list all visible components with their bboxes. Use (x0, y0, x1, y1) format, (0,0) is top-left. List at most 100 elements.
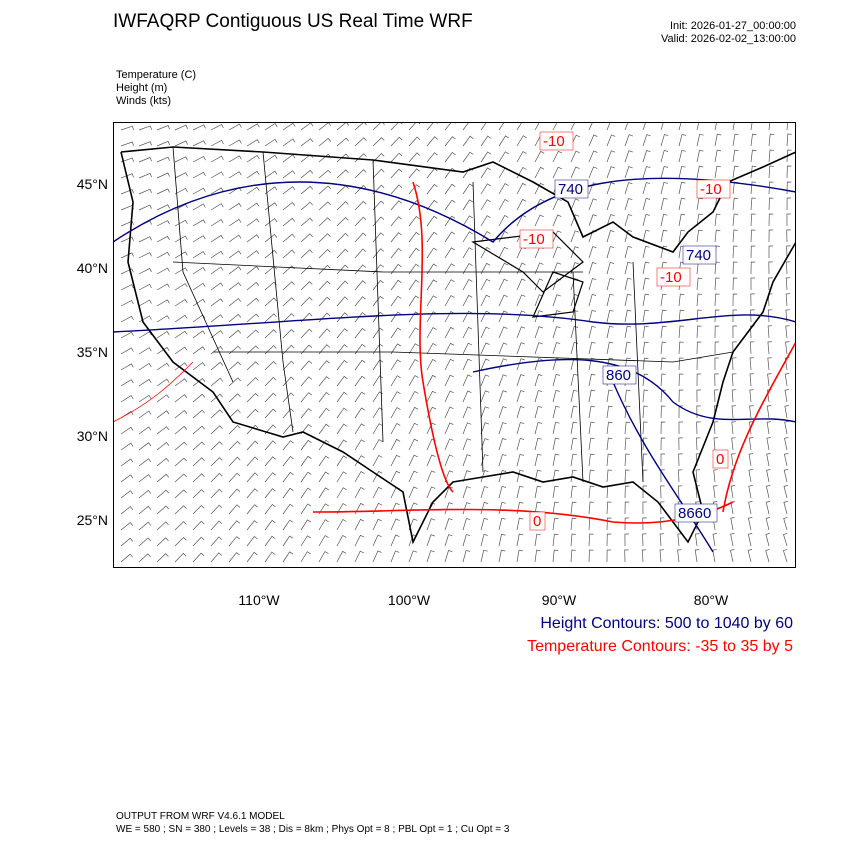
wind-barb (480, 390, 490, 403)
wind-barb (156, 410, 170, 419)
wind-barb (408, 422, 419, 435)
wind-barb (444, 295, 455, 307)
wind-barb (570, 421, 578, 435)
wind-barb (192, 330, 206, 339)
wind-barb (606, 405, 613, 419)
wind-barb (730, 517, 735, 531)
wind-barb (372, 518, 382, 531)
wind-barb (372, 455, 383, 467)
wind-barb (264, 440, 277, 451)
wind-barb (264, 154, 278, 163)
wind-barb (372, 375, 384, 387)
wind-barb (783, 532, 788, 547)
wind-barb (624, 325, 632, 339)
wind-barb (444, 122, 456, 131)
wind-barb (588, 437, 595, 451)
wind-barb (444, 215, 456, 227)
wind-barb (156, 140, 171, 147)
wind-barb (480, 342, 490, 355)
wind-barb (156, 426, 170, 435)
wind-barb (766, 437, 771, 451)
wind-barb (588, 134, 598, 147)
wind-barb (282, 122, 296, 131)
wind-barb (426, 168, 438, 179)
wind-barb (570, 150, 580, 163)
wind-barb (336, 122, 350, 131)
wind-barb (570, 294, 579, 307)
wind-barb (534, 182, 545, 195)
wind-barb (300, 154, 314, 163)
wind-barb (588, 198, 598, 211)
temperature-contour-label-box (529, 511, 546, 531)
wind-barb (156, 220, 170, 227)
wind-barb (480, 247, 491, 259)
wind-barb (731, 373, 737, 387)
wind-barb (372, 168, 385, 179)
wind-barb (498, 151, 509, 163)
height-contour-label: 8660 (678, 505, 711, 522)
wind-barb (354, 391, 366, 403)
wind-barb (246, 139, 260, 147)
wind-barb (768, 277, 773, 291)
wind-barb (390, 534, 400, 547)
wind-barb (444, 422, 454, 435)
wind-barb (372, 407, 383, 419)
wind-barb (264, 424, 277, 435)
plot-title: IWFAQRP Contiguous US Real Time WRF (113, 11, 473, 32)
wind-barb (354, 534, 365, 547)
wind-barb (120, 379, 134, 387)
wind-barb (120, 141, 134, 147)
wind-barb (534, 390, 543, 403)
wind-barb (390, 407, 401, 419)
wind-barb (408, 152, 421, 163)
wind-barb (408, 136, 421, 147)
wind-barb (732, 122, 735, 131)
wind-barb (498, 406, 507, 419)
wind-barb (264, 281, 277, 291)
wind-barb (228, 425, 241, 435)
wind-barb (444, 406, 454, 419)
wind-barb (750, 149, 757, 163)
wind-barb (210, 425, 223, 435)
wind-barb (534, 122, 541, 131)
wind-barb (552, 122, 558, 131)
wind-barb (354, 487, 365, 499)
wind-barb (624, 533, 629, 547)
wind-barb (749, 373, 755, 387)
wind-barb (642, 469, 648, 483)
wind-barb (462, 215, 473, 227)
wind-barb (714, 165, 721, 179)
wind-barb (120, 522, 134, 531)
wind-barb (516, 358, 525, 371)
wind-barb (480, 151, 492, 163)
wind-barb (678, 373, 684, 387)
wind-barb (210, 314, 224, 323)
wind-barb (228, 282, 242, 291)
wind-barb (534, 246, 544, 259)
wind-barb (156, 537, 169, 547)
wind-barb (120, 506, 134, 515)
wind-barb (282, 535, 294, 547)
state-borders (172, 146, 734, 483)
wind-barb (372, 311, 384, 323)
wind-barb (210, 457, 223, 467)
wind-barb (264, 392, 277, 403)
wind-barb (747, 533, 753, 547)
wind-barb (120, 474, 134, 483)
wind-barb (300, 312, 313, 323)
wind-barb (120, 331, 134, 339)
wind-barb (462, 342, 472, 355)
wind-barb (534, 501, 542, 515)
wind-barb (228, 202, 242, 211)
wind-barb (570, 325, 579, 339)
wind-barb (516, 122, 527, 131)
wind-barb (246, 186, 260, 195)
wind-barb (516, 406, 525, 419)
wind-barb (624, 389, 631, 403)
wind-barb (516, 198, 527, 211)
wind-barb (264, 249, 278, 259)
wind-barb (767, 373, 772, 387)
wind-barb (336, 344, 348, 355)
wind-barb (480, 406, 490, 419)
wind-barb (264, 408, 277, 419)
